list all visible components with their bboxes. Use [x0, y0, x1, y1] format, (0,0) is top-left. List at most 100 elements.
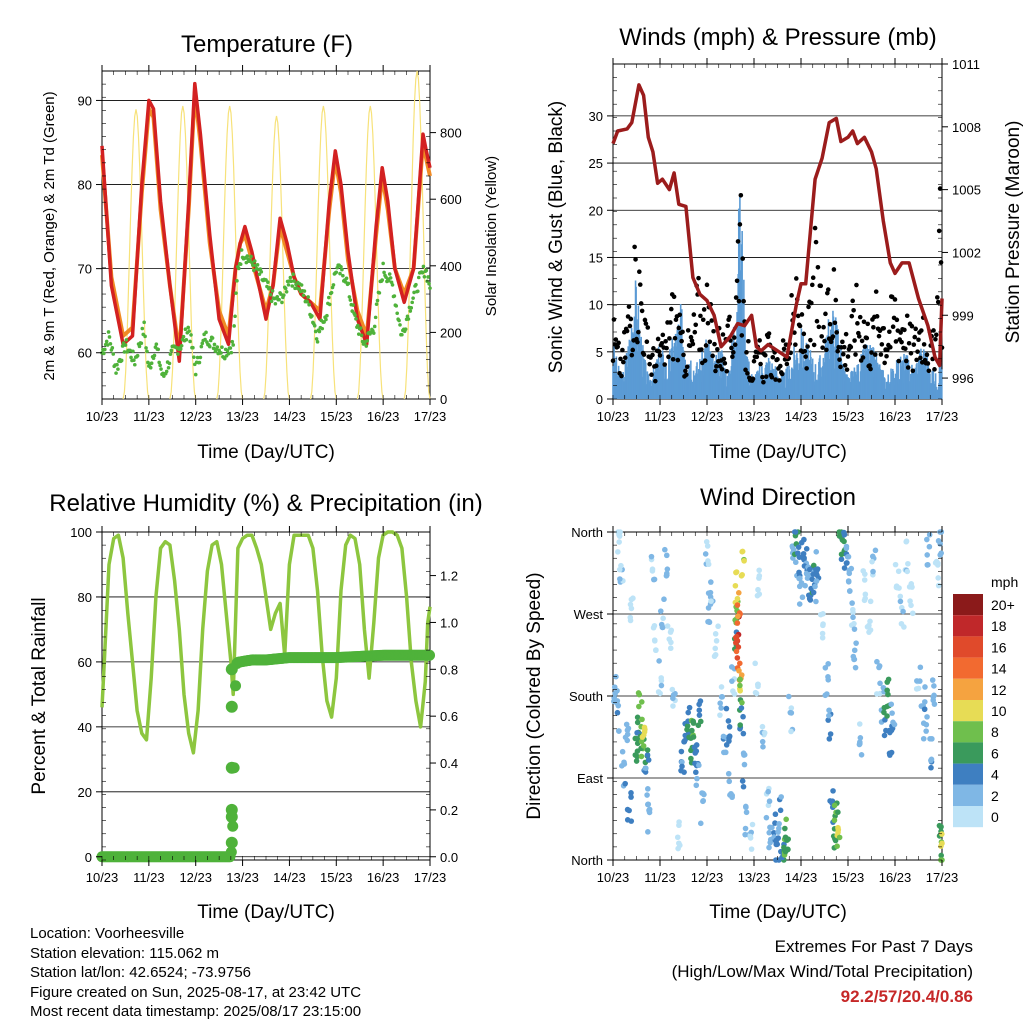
dewpoint-point — [421, 264, 426, 269]
colorbar-swatch — [953, 615, 983, 637]
gust-point — [724, 368, 730, 374]
y-tick-label: 25 — [589, 156, 603, 171]
direction-point — [754, 592, 761, 599]
direction-point — [640, 743, 647, 749]
direction-point — [920, 720, 927, 727]
x-tick-label: 12/23 — [179, 409, 212, 424]
direction-point — [651, 637, 658, 643]
direction-xlabel: Time (Day/UTC) — [709, 902, 847, 923]
gust-point — [838, 364, 843, 370]
dewpoint-point — [229, 350, 234, 355]
direction-point — [841, 565, 848, 571]
gust-point — [878, 352, 884, 357]
gust-point — [758, 361, 763, 367]
gust-point — [874, 314, 880, 319]
direction-point — [616, 539, 622, 545]
precip-point — [225, 836, 238, 849]
direction-point — [756, 567, 762, 574]
gust-point — [701, 307, 707, 312]
gust-point — [856, 334, 862, 339]
direction-point — [935, 582, 942, 589]
x-tick-label: 12/23 — [179, 870, 212, 885]
x-tick-label: 11/23 — [133, 409, 165, 424]
direction-point — [616, 728, 622, 734]
dewpoint-point — [426, 275, 430, 279]
gust-point — [845, 354, 851, 359]
gust-point — [659, 340, 665, 346]
x-tick-label: 10/23 — [597, 870, 630, 885]
gust-point — [781, 346, 787, 352]
direction-point — [931, 683, 937, 689]
direction-point — [663, 552, 670, 559]
gust-point — [830, 334, 836, 339]
direction-point — [739, 699, 745, 706]
colorbar-label: 0 — [991, 809, 999, 825]
dewpoint-point — [365, 338, 370, 343]
gust-point — [844, 367, 850, 372]
dewpoint-point — [269, 299, 274, 304]
gust-point — [700, 317, 706, 323]
y2-tick-label: 1011 — [952, 57, 980, 72]
dewpoint-point — [313, 329, 318, 334]
dewpoint-point — [151, 356, 156, 361]
dewpoint-point — [416, 289, 420, 294]
gust-point — [757, 338, 762, 343]
gust-point — [819, 334, 824, 339]
direction-point — [783, 816, 789, 823]
dewpoint-point — [312, 323, 317, 328]
dewpoint-point — [198, 355, 203, 360]
colorbar-swatch — [953, 636, 983, 658]
direction-point — [935, 575, 941, 581]
dewpoint-point — [166, 365, 171, 370]
dewpoint-point — [386, 278, 391, 283]
colorbar-swatch — [953, 700, 983, 722]
direction-point — [739, 548, 746, 555]
direction-point — [904, 568, 911, 575]
dewpoint-point — [105, 343, 110, 347]
dewpoint-point — [208, 338, 213, 343]
direction-point — [930, 697, 937, 704]
direction-point — [684, 726, 690, 733]
dewpoint-point — [183, 327, 188, 332]
winds-plot: 10/23 11/23 12/23 13/23 14/23 15/23 16/23 17/23… — [589, 57, 981, 424]
direction-point — [887, 752, 893, 758]
dewpoint-point — [181, 334, 186, 339]
direction-point — [715, 623, 721, 630]
x-tick-label: 15/23 — [320, 409, 353, 424]
direction-point — [917, 678, 923, 684]
insolation-line — [122, 109, 150, 400]
dewpoint-point — [275, 294, 280, 299]
direction-point — [884, 713, 890, 719]
gust-point — [691, 312, 697, 317]
gust-point — [872, 352, 878, 357]
x-tick-label: 10/23 — [597, 409, 630, 424]
dewpoint-point — [273, 301, 278, 306]
gust-point — [834, 330, 840, 335]
gust-point — [853, 352, 858, 357]
direction-point — [844, 554, 851, 560]
dewpoint-point — [119, 358, 124, 363]
direction-point — [848, 565, 855, 572]
dewpoint-point — [314, 337, 319, 341]
gust-point — [840, 339, 845, 345]
gust-point — [629, 352, 635, 358]
gust-point — [828, 339, 834, 345]
gust-point — [831, 267, 837, 272]
gust-point — [664, 345, 669, 351]
precip-point — [225, 761, 238, 774]
dewpoint-point — [286, 283, 291, 287]
dewpoint-point — [230, 339, 235, 344]
gust-point — [613, 337, 619, 342]
colorbar-boxes: 20+ 18 16 14 12 10 8 6 4 2 0 — [953, 594, 1015, 828]
gust-point — [805, 344, 810, 349]
direction-point — [760, 744, 766, 750]
gust-point — [754, 354, 760, 360]
gust-point — [714, 364, 719, 369]
direction-point — [734, 655, 741, 661]
dewpoint-point — [289, 279, 294, 284]
gust-point — [867, 363, 872, 368]
direction-point — [856, 721, 863, 727]
gust-point — [709, 318, 714, 323]
gust-point — [655, 336, 661, 342]
direction-point — [867, 618, 873, 625]
